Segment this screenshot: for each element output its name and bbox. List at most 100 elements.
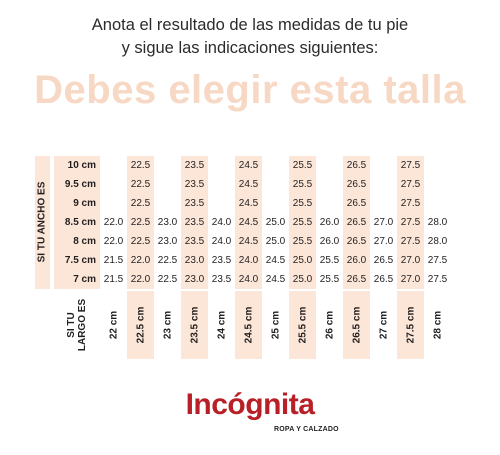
size-cell: 23.5 bbox=[181, 175, 208, 194]
size-cell: 27.0 bbox=[373, 217, 394, 228]
size-cell: 24.5 bbox=[235, 156, 262, 175]
length-column-header: 27 cm bbox=[370, 291, 397, 359]
size-table: 10 cm 22.5 23.5 24.5 25.5 26.5 27.5 9.5 cm 22.5 2… bbox=[54, 156, 451, 289]
size-cell bbox=[208, 175, 235, 194]
size-cell: 25.0 bbox=[289, 251, 316, 270]
size-cell: 24.5 bbox=[265, 274, 286, 285]
length-column-label: 23.5 cm bbox=[189, 306, 200, 344]
length-axis-header: SI TU LARGO ES bbox=[54, 291, 100, 359]
size-cell: 23.0 bbox=[157, 217, 178, 228]
size-cell: 23.0 bbox=[181, 251, 208, 270]
size-cell: 27.0 bbox=[397, 251, 424, 270]
size-cell: 24.0 bbox=[211, 217, 232, 228]
size-cell: 22.5 bbox=[127, 175, 154, 194]
size-cell: 24.0 bbox=[235, 270, 262, 289]
instructions: Anota el resultado de las medidas de tu … bbox=[0, 14, 500, 60]
length-column-label: 25 cm bbox=[270, 310, 281, 340]
size-cell bbox=[370, 194, 397, 213]
length-column-header: 27.5 cm bbox=[397, 291, 424, 359]
size-cell: 25.5 bbox=[289, 232, 316, 251]
size-cell bbox=[424, 194, 451, 213]
length-axis-label: SI TU LARGO ES bbox=[66, 299, 88, 351]
size-cell: 24.5 bbox=[265, 255, 286, 266]
size-cell: 25.0 bbox=[265, 236, 286, 247]
size-cell bbox=[154, 194, 181, 213]
length-column-header: 24 cm bbox=[208, 291, 235, 359]
size-cell: 25.5 bbox=[289, 175, 316, 194]
length-column-label: 25.5 cm bbox=[297, 306, 308, 344]
size-cell: 25.0 bbox=[265, 217, 286, 228]
size-cell bbox=[316, 156, 343, 175]
size-cell: 24.0 bbox=[235, 251, 262, 270]
size-cell: 26.5 bbox=[373, 255, 394, 266]
size-cell: 22.5 bbox=[157, 274, 178, 285]
size-cell: 24.0 bbox=[211, 236, 232, 247]
headline: Debes elegir esta talla bbox=[34, 68, 466, 112]
length-column-label: 22 cm bbox=[108, 310, 119, 340]
length-column-label: 24 cm bbox=[216, 310, 227, 340]
width-axis-label: SI TU ANCHO ES bbox=[36, 181, 48, 263]
length-column-label: 26 cm bbox=[324, 310, 335, 340]
size-cell: 23.5 bbox=[181, 194, 208, 213]
size-cell: 26.5 bbox=[373, 274, 394, 285]
size-cell: 24.5 bbox=[235, 175, 262, 194]
length-column-label: 23 cm bbox=[162, 310, 173, 340]
size-cell: 23.5 bbox=[181, 232, 208, 251]
width-row-header: 8.5 cm bbox=[54, 213, 100, 232]
size-cell bbox=[316, 194, 343, 213]
size-cell bbox=[370, 156, 397, 175]
size-cell: 27.5 bbox=[397, 232, 424, 251]
size-cell: 21.5 bbox=[103, 255, 124, 266]
size-cell: 25.5 bbox=[289, 213, 316, 232]
size-cell: 26.5 bbox=[343, 213, 370, 232]
size-cell: 25.5 bbox=[289, 156, 316, 175]
size-cell bbox=[424, 175, 451, 194]
size-cell: 26.5 bbox=[343, 270, 370, 289]
length-column-label: 27 cm bbox=[378, 310, 389, 340]
size-cell: 24.5 bbox=[235, 213, 262, 232]
length-column-header: 23 cm bbox=[154, 291, 181, 359]
size-cell bbox=[316, 175, 343, 194]
size-cell bbox=[154, 175, 181, 194]
brand-logo: Incógnita bbox=[0, 390, 500, 420]
length-column-label: 26.5 cm bbox=[351, 306, 362, 344]
size-cell: 22.0 bbox=[103, 236, 124, 247]
instructions-line-2: y sigue las indicaciones siguientes: bbox=[121, 39, 379, 57]
size-cell: 23.5 bbox=[181, 213, 208, 232]
size-cell: 24.5 bbox=[235, 232, 262, 251]
width-axis-band bbox=[35, 156, 50, 289]
size-cell: 27.5 bbox=[397, 175, 424, 194]
length-column-header: 25.5 cm bbox=[289, 291, 316, 359]
width-row-header: 8 cm bbox=[54, 232, 100, 251]
size-cell: 22.5 bbox=[157, 255, 178, 266]
width-row-header: 9 cm bbox=[54, 194, 100, 213]
size-cell: 27.5 bbox=[427, 274, 448, 285]
size-cell: 25.5 bbox=[319, 255, 340, 266]
brand-name: Incógnita bbox=[185, 388, 315, 421]
size-cell bbox=[100, 156, 127, 175]
size-cell: 26.5 bbox=[343, 232, 370, 251]
size-cell: 27.5 bbox=[397, 194, 424, 213]
length-column-header: 22 cm bbox=[100, 291, 127, 359]
length-column-header: 23.5 cm bbox=[181, 291, 208, 359]
length-column-header: 24.5 cm bbox=[235, 291, 262, 359]
size-cell: 27.0 bbox=[397, 270, 424, 289]
width-row-header: 7 cm bbox=[54, 270, 100, 289]
length-column-header: 25 cm bbox=[262, 291, 289, 359]
size-cell: 27.0 bbox=[373, 236, 394, 247]
size-cell: 24.5 bbox=[235, 194, 262, 213]
length-axis-label-line-2: LARGO ES bbox=[77, 298, 88, 352]
size-cell: 26.5 bbox=[343, 194, 370, 213]
size-cell: 22.5 bbox=[127, 232, 154, 251]
length-column-label: 22.5 cm bbox=[135, 306, 146, 344]
length-column-header: 28 cm bbox=[424, 291, 451, 359]
instructions-line-1: Anota el resultado de las medidas de tu … bbox=[91, 16, 409, 34]
length-axis-label-line-1: SI TU bbox=[66, 312, 77, 338]
size-cell: 27.5 bbox=[397, 213, 424, 232]
size-cell: 22.0 bbox=[127, 270, 154, 289]
size-cell: 26.0 bbox=[319, 236, 340, 247]
size-cell: 25.5 bbox=[289, 194, 316, 213]
size-cell bbox=[262, 194, 289, 213]
size-cell: 26.5 bbox=[343, 156, 370, 175]
brand-tagline: ROPA Y CALZADO bbox=[274, 426, 339, 433]
